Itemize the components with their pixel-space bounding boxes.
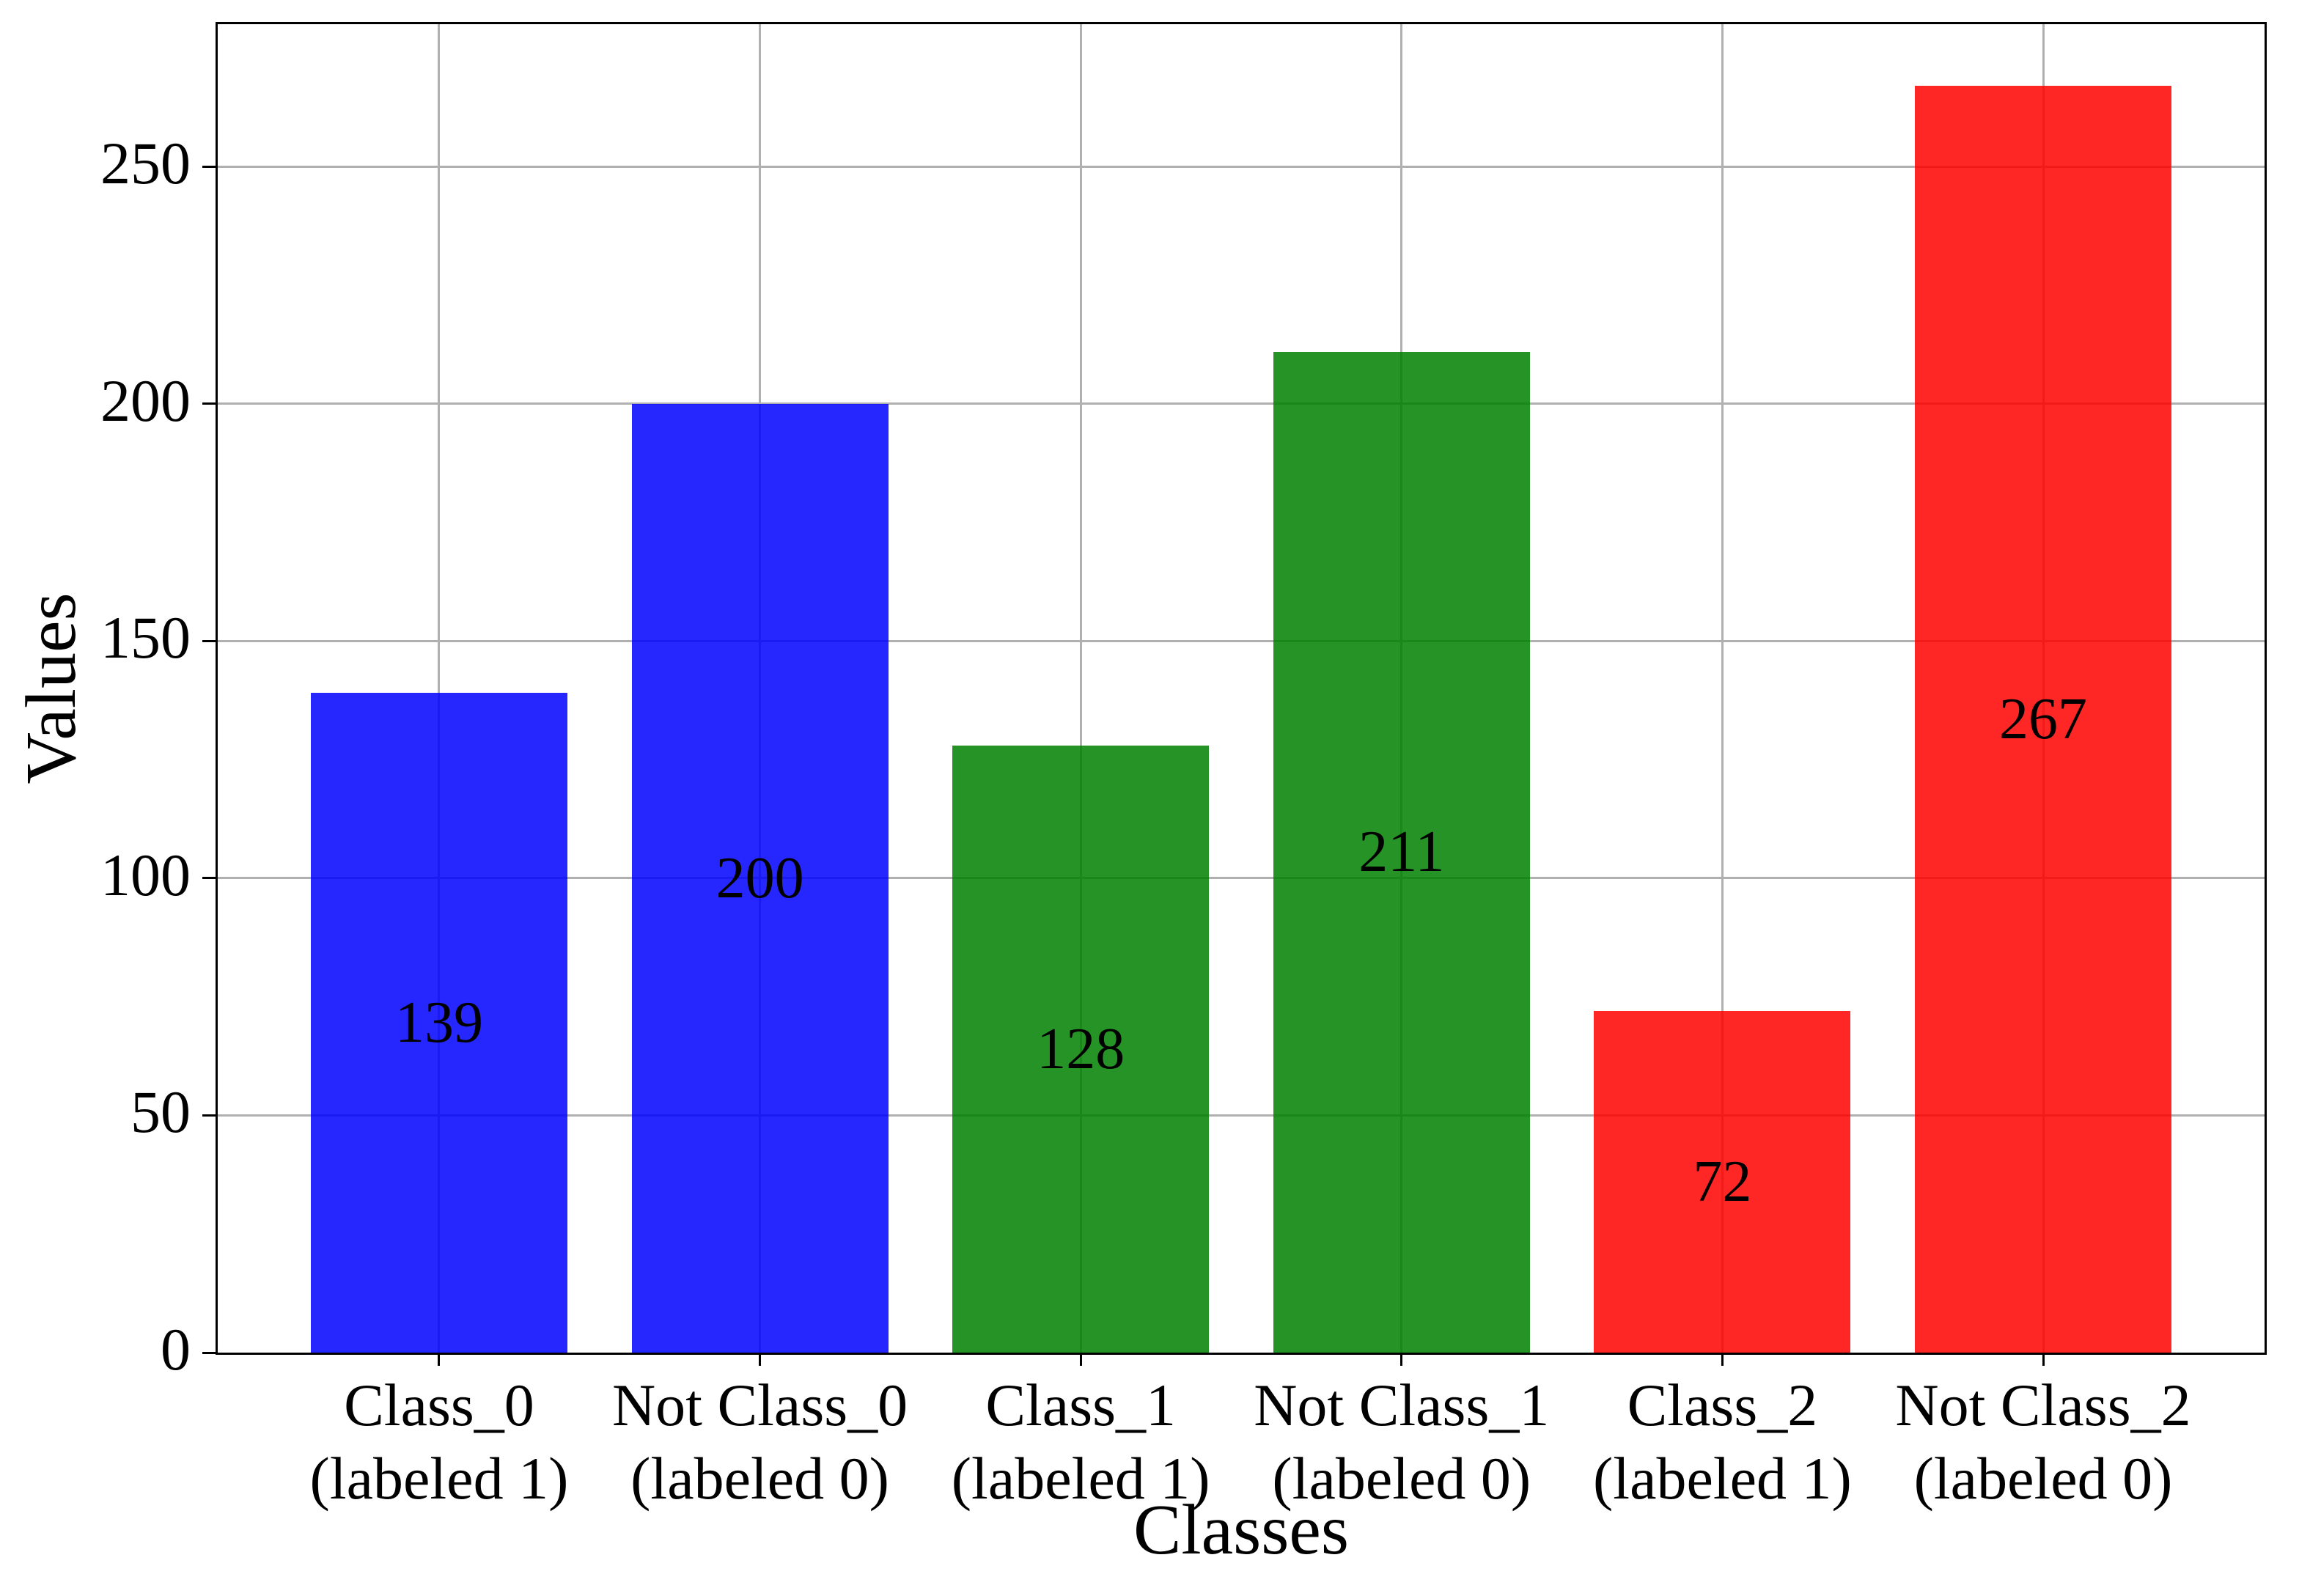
plot-area: 139 200 128 211 72 267 <box>216 22 2267 1355</box>
y-tick-mark <box>202 165 216 168</box>
bar-value-label: 139 <box>394 990 483 1056</box>
h-gridline <box>218 165 2265 168</box>
bar: 211 <box>1273 351 1530 1353</box>
y-tick-mark <box>202 639 216 642</box>
y-tick-label: 50 <box>130 1078 191 1146</box>
x-tick-label: Class_0 (labeled 1) <box>309 1372 569 1512</box>
y-tick-mark <box>202 1114 216 1117</box>
x-tick-mark <box>759 1353 762 1366</box>
x-tick-mark <box>2042 1353 2045 1366</box>
bar-value-label: 128 <box>1037 1016 1125 1081</box>
x-tick-mark <box>1721 1353 1724 1366</box>
y-tick-label: 100 <box>100 841 191 908</box>
h-gridline <box>218 877 2265 880</box>
bar: 267 <box>1914 86 2172 1353</box>
y-tick-label: 250 <box>100 130 191 197</box>
h-gridline <box>218 639 2265 642</box>
x-tick-mark <box>1400 1353 1403 1366</box>
x-tick-label: Class_1 (labeled 1) <box>951 1372 1210 1512</box>
y-tick-mark <box>202 402 216 405</box>
h-gridline <box>218 402 2265 405</box>
bar-value-label: 211 <box>1358 820 1445 885</box>
x-axis-label: Classes <box>1133 1490 1349 1570</box>
y-tick-label: 0 <box>161 1315 191 1383</box>
x-tick-mark <box>438 1353 441 1366</box>
y-tick-label: 200 <box>100 367 191 434</box>
v-gridline <box>1079 24 1082 1353</box>
y-tick-label: 150 <box>100 604 191 672</box>
v-gridline <box>438 24 441 1353</box>
x-tick-label: Class_2 (labeled 1) <box>1592 1372 1852 1512</box>
x-tick-label: Not Class_1 (labeled 0) <box>1254 1372 1550 1512</box>
y-tick-mark <box>202 1351 216 1354</box>
bar-value-label: 72 <box>1693 1150 1752 1215</box>
bar: 128 <box>952 745 1210 1353</box>
bar: 200 <box>631 403 889 1353</box>
bar-value-label: 200 <box>716 845 804 911</box>
y-tick-mark <box>202 877 216 880</box>
x-tick-mark <box>1079 1353 1082 1366</box>
bar-value-label: 267 <box>1999 687 2088 752</box>
bar: 139 <box>310 693 567 1353</box>
x-tick-label: Not Class_2 (labeled 0) <box>1895 1372 2191 1512</box>
bar: 72 <box>1594 1011 1851 1353</box>
v-gridline <box>1721 24 1724 1353</box>
x-tick-label: Not Class_0 (labeled 0) <box>611 1372 908 1512</box>
h-gridline <box>218 1114 2265 1117</box>
